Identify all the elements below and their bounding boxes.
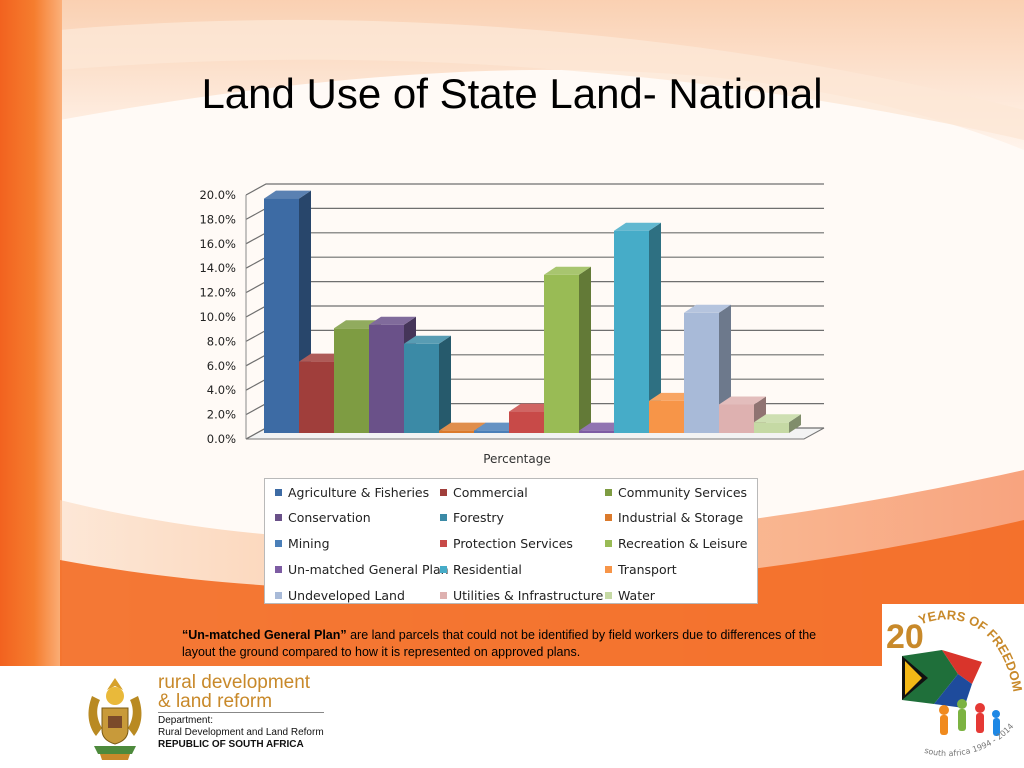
legend-item: Industrial & Storage (605, 508, 743, 528)
legend-label: Water (618, 587, 655, 603)
country-name: REPUBLIC OF SOUTH AFRICA (158, 739, 304, 750)
footnote: “Un-matched General Plan” are land parce… (182, 627, 842, 661)
chart-y-tick-label: 16.0% (199, 237, 236, 251)
department-line2: & land reform (158, 691, 273, 712)
footnote-text: are land parcels that could not be ident… (182, 628, 817, 659)
legend-swatch (605, 565, 612, 573)
chart-bar (614, 222, 661, 433)
legend-swatch (605, 514, 612, 522)
department-line1: rural development (158, 672, 311, 693)
chart-bars (264, 190, 801, 433)
legend-label: Residential (453, 561, 522, 577)
chart-y-tick-label: 12.0% (199, 286, 236, 300)
legend-label: Industrial & Storage (618, 510, 744, 526)
freedom-logo: YEARS OF FREEDOM 20 south africa 1994 - … (886, 607, 1024, 758)
chart-bar (719, 396, 766, 433)
legend-label: Agriculture & Fisheries (288, 484, 430, 500)
legend-swatch (440, 488, 447, 496)
legend-item: Agriculture & Fisheries (275, 482, 429, 502)
legend-label: Community Services (618, 484, 748, 500)
legend-swatch (275, 514, 282, 522)
chart-gridline (245, 329, 824, 342)
department-name: Rural Development and Land Reform (158, 727, 324, 738)
badge-subtext: south africa 1994 - 2014 (923, 722, 1015, 758)
chart-y-tick-label: 14.0% (199, 261, 236, 275)
legend-item: Conservation (275, 508, 371, 528)
chart-x-axis-label: Percentage (483, 452, 551, 466)
footnote-term: “Un-matched General Plan” (182, 628, 347, 642)
legend-label: Conservation (288, 510, 371, 526)
legend-item: Commercial (440, 482, 528, 502)
chart-y-tick-label: 8.0% (207, 334, 236, 348)
legend-item: Community Services (605, 482, 747, 502)
department-logo-text: rural development & land reform (158, 673, 310, 711)
legend-swatch (605, 540, 612, 548)
legend-swatch (275, 591, 282, 599)
legend-item: Utilities & Infrastructure (440, 585, 603, 605)
chart-y-tick-label: 20.0% (199, 188, 236, 202)
legend-swatch (275, 488, 282, 496)
legend-label: Mining (288, 536, 330, 552)
legend-item: Protection Services (440, 534, 573, 554)
chart-gridline (245, 281, 824, 294)
legend-item: Un-matched General Plan (275, 559, 449, 579)
legend-item: Water (605, 585, 655, 605)
legend-swatch (440, 591, 447, 599)
chart-gridline (245, 207, 824, 220)
legend-label: Transport (618, 561, 677, 577)
legend-label: Recreation & Leisure (618, 536, 748, 552)
freedom-badge: YEARS OF FREEDOM 20 south africa 1994 - … (882, 604, 1024, 768)
chart-legend: Agriculture & Fisheries Commercial Communi… (264, 478, 758, 604)
legend-item: Transport (605, 559, 677, 579)
legend-swatch (440, 514, 447, 522)
chart-y-tick-label: 2.0% (207, 408, 236, 422)
chart-y-axis-ticks: 0.0% 2.0% 4.0% 6.0% 8.0% 10.0% 12.0% 14.0% 16.0%… (199, 188, 247, 446)
legend-label: Un-matched General Plan (288, 561, 449, 577)
chart-y-tick-label: 6.0% (207, 359, 236, 373)
legend-swatch (440, 540, 447, 548)
footer-divider (158, 712, 324, 713)
chart-gridline (245, 305, 824, 318)
chart-gridline (245, 183, 824, 196)
chart-y-tick-label: 4.0% (207, 383, 236, 397)
legend-swatch (275, 565, 282, 573)
legend-item: Recreation & Leisure (605, 534, 747, 554)
legend-item: Residential (440, 559, 522, 579)
legend-item: Undeveloped Land (275, 585, 405, 605)
legend-label: Utilities & Infrastructure (453, 587, 604, 603)
chart-gridline (245, 232, 824, 245)
chart-y-tick-label: 0.0% (207, 432, 236, 446)
legend-label: Commercial (453, 484, 528, 500)
legend-item: Forestry (440, 508, 504, 528)
coat-of-arms-logo (88, 678, 142, 760)
legend-swatch (275, 540, 282, 548)
slide-title: Land Use of State Land- National (201, 70, 823, 117)
chart-y-tick-label: 18.0% (199, 212, 236, 226)
chart-y-tick-label: 10.0% (199, 310, 236, 324)
legend-swatch (605, 591, 612, 599)
legend-label: Undeveloped Land (288, 587, 405, 603)
department-label: Department: (158, 715, 214, 726)
legend-swatch (440, 565, 447, 573)
legend-swatch (605, 488, 612, 496)
svg-text:south africa 1994 - 2014: south africa 1994 - 2014 (923, 722, 1015, 758)
chart-bar (404, 335, 451, 433)
chart-bar (544, 266, 591, 433)
footer (0, 666, 882, 768)
legend-label: Forestry (453, 510, 504, 526)
chart-bar (754, 414, 801, 433)
legend-label: Protection Services (453, 536, 573, 552)
chart-gridline (245, 256, 824, 269)
legend-item: Mining (275, 534, 330, 554)
badge-number: 20 (886, 618, 924, 656)
